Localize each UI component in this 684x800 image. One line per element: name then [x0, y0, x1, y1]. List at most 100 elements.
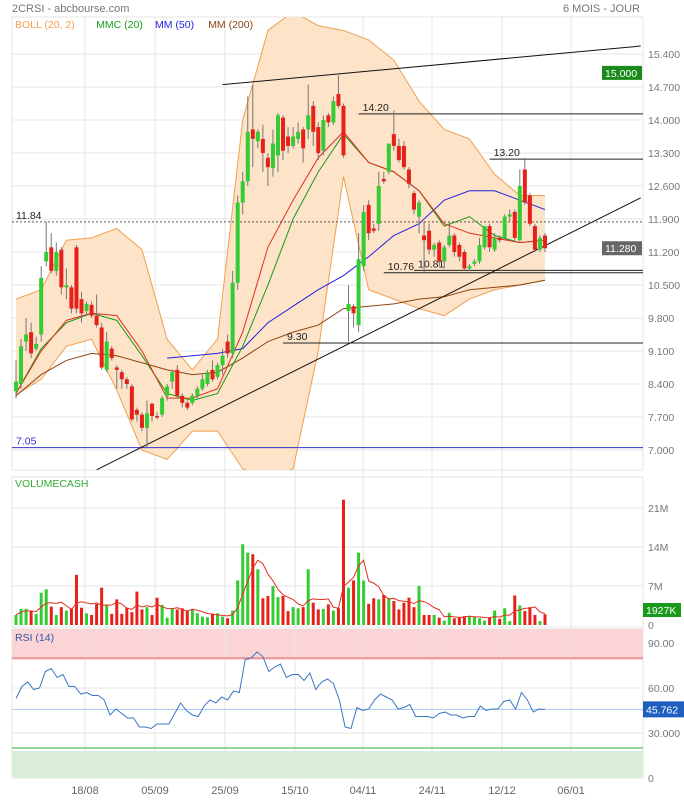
price-tick-label: 15.400: [648, 49, 680, 61]
level-label: 7.05: [16, 436, 37, 448]
volume-bar: [291, 607, 295, 625]
candle-body: [482, 226, 487, 248]
level-label: 10.76: [388, 261, 414, 273]
candle-body: [286, 136, 291, 146]
candle-body: [291, 136, 296, 146]
mm200-line: [15, 279, 546, 397]
volume-bar: [543, 614, 547, 625]
candle-body: [422, 235, 427, 241]
candle-body: [281, 117, 286, 151]
price-tick-label: 7.000: [648, 445, 674, 457]
volume-bar: [452, 618, 456, 625]
volume-bar: [125, 607, 129, 625]
rsi-oversold-zone: [12, 751, 643, 778]
volume-bar: [367, 603, 371, 625]
volume-bar: [64, 610, 68, 625]
candle-body: [406, 169, 411, 184]
candle-body: [109, 348, 114, 359]
volume-bar: [447, 612, 451, 625]
candle-body: [472, 261, 477, 264]
volume-bar: [462, 616, 466, 625]
x-tick-label: 05/09: [141, 785, 169, 797]
candle-body: [447, 235, 452, 245]
candle-body: [341, 105, 346, 156]
candle-body: [240, 181, 245, 203]
candle-body: [134, 409, 139, 415]
candle-body: [99, 327, 104, 368]
price-tick-label: 9.800: [648, 313, 674, 325]
volume-bar: [39, 592, 43, 625]
volume-tick-label: 7M: [648, 581, 663, 593]
volume-bar: [54, 614, 58, 625]
candle-body: [180, 395, 185, 403]
candle-body: [371, 228, 376, 231]
volume-bar: [160, 604, 164, 625]
candle-body: [401, 145, 406, 168]
candle-body: [396, 145, 401, 161]
mm50-line: [167, 190, 546, 359]
volume-bar: [24, 608, 28, 625]
volume-bar: [281, 596, 285, 625]
volume-bar: [85, 613, 89, 625]
legend-item: MMC (20): [96, 19, 143, 31]
volume-bar: [483, 620, 487, 625]
volume-tick-label: 0: [648, 620, 654, 632]
volume-bar: [256, 569, 260, 625]
volume-bar: [508, 621, 512, 625]
volume-bar: [271, 586, 275, 625]
candle-body: [346, 303, 351, 311]
candle-body: [361, 211, 366, 267]
volume-bar: [336, 608, 340, 625]
candle-body: [391, 134, 396, 146]
candle-body: [89, 304, 94, 316]
candle-body: [452, 235, 457, 253]
x-tick-label: 24/11: [419, 785, 446, 797]
volume-bar: [140, 609, 144, 625]
volume-bar: [467, 616, 471, 625]
candle-body: [306, 115, 311, 130]
volume-bar: [412, 607, 416, 625]
volume-bar: [241, 544, 245, 625]
candle-body: [94, 315, 99, 326]
candle-body: [205, 372, 210, 385]
candle-body: [366, 204, 371, 234]
candle-body: [432, 244, 437, 250]
period-selector[interactable]: 6 MOIS - JOUR: [562, 3, 640, 15]
volume-bar: [200, 616, 204, 625]
volume-bar: [145, 607, 149, 625]
rsi-tick-label: 30.000: [648, 728, 680, 740]
volume-bar: [100, 587, 104, 625]
x-tick-label: 04/11: [350, 785, 377, 797]
candle-body: [512, 211, 517, 238]
volume-bar: [301, 607, 305, 625]
candle-body: [69, 287, 74, 309]
candle-body: [351, 306, 356, 314]
candle-body: [170, 372, 175, 382]
volume-badge: [643, 603, 681, 617]
candle-body: [477, 244, 482, 262]
price-tick-label: 11.900: [648, 214, 679, 226]
price-tick-label: 12.600: [648, 181, 680, 193]
candle-body: [462, 252, 467, 269]
volume-bar: [261, 598, 265, 625]
volume-bar: [286, 611, 290, 625]
volume-bar: [457, 617, 461, 625]
candle-body: [275, 115, 280, 156]
volume-bar: [402, 602, 406, 625]
bollinger-middle-line: [15, 131, 546, 399]
candle-body: [492, 237, 497, 250]
volume-bar: [311, 602, 315, 625]
candle-body: [316, 127, 321, 154]
volume-bar: [352, 580, 356, 625]
volume-bar: [44, 589, 48, 625]
x-tick-label: 06/01: [557, 785, 585, 797]
volume-bar: [216, 613, 220, 625]
volume-bar: [34, 613, 38, 625]
rsi-badge-label: 45.762: [646, 704, 678, 716]
candle-body: [150, 403, 155, 417]
volume-bar: [427, 614, 431, 625]
candle-body: [260, 138, 265, 154]
volume-bar: [397, 609, 401, 625]
price-tick-label: 10.500: [648, 280, 680, 292]
